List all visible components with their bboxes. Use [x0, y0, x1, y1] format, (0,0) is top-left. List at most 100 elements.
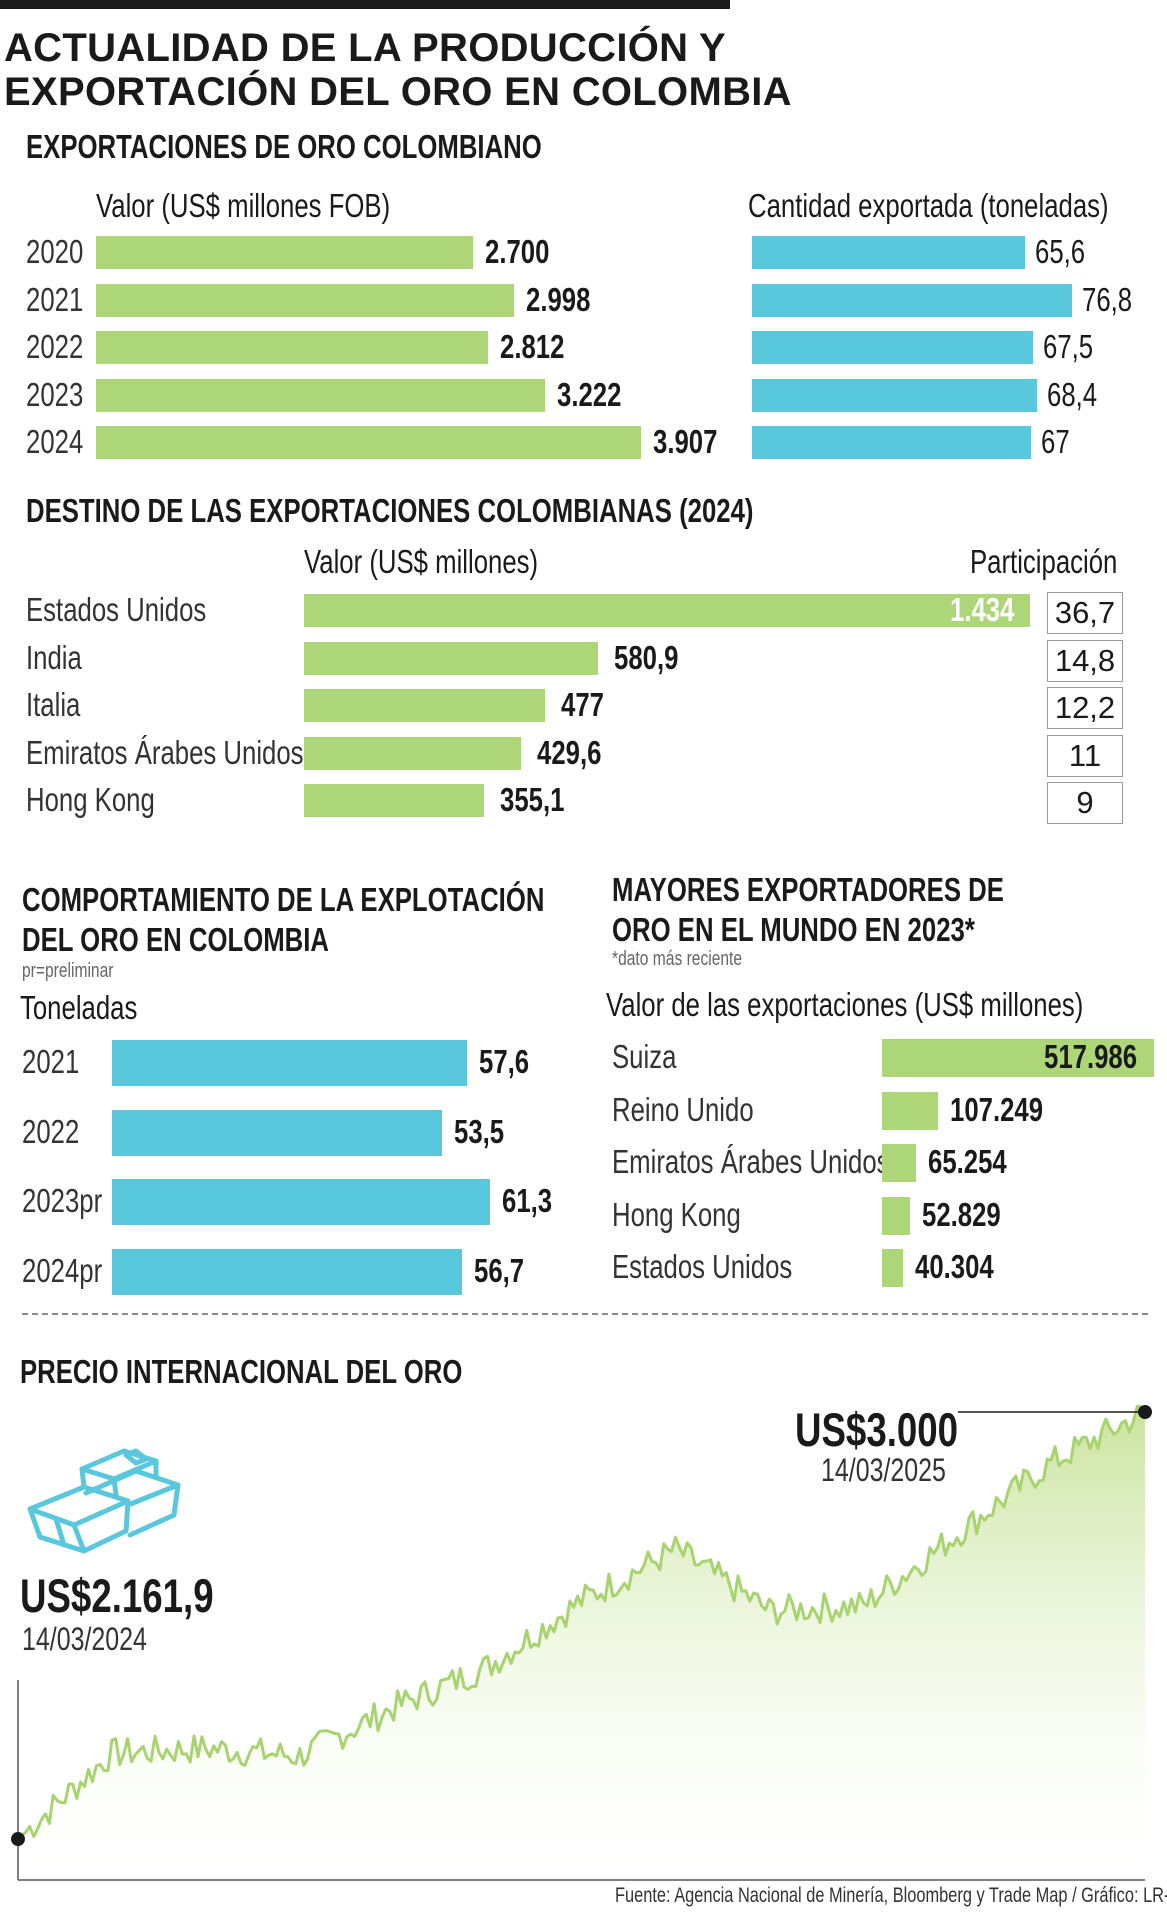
world-title-line1: MAYORES EXPORTADORES DE	[612, 871, 1004, 908]
year-label: 2023	[26, 375, 84, 413]
world-title-line2: ORO EN EL MUNDO EN 2023*	[612, 911, 975, 948]
value-label: 2.700	[484, 233, 550, 270]
price-end-value: US$3.000	[795, 1403, 959, 1456]
year-label: 2023pr	[22, 1182, 103, 1219]
source-note: Fuente: Agencia Nacional de Minería, Blo…	[615, 1884, 1167, 1907]
production-title-line1: COMPORTAMIENTO DE LA EXPLOTACIÓN	[22, 881, 545, 918]
destinations-share-label: Participación	[970, 543, 1118, 580]
production-note: pr=preliminar	[22, 960, 114, 982]
value-bar	[96, 331, 489, 364]
share-box: 12,2	[1047, 687, 1123, 729]
share-box: 14,8	[1047, 639, 1123, 682]
qty-bar	[752, 331, 1034, 364]
price-start-value: US$2.161,9	[20, 1569, 214, 1622]
exports-value-label: Valor (US$ millones FOB)	[96, 187, 391, 224]
value-label: 61,3	[502, 1182, 553, 1219]
country-label: Suiza	[612, 1038, 677, 1075]
value-label: 40.304	[915, 1248, 994, 1285]
value-label: 57,6	[479, 1043, 530, 1080]
value-label: 65.254	[928, 1143, 1007, 1180]
exports-qty-label: Cantidad exportada (toneladas)	[748, 187, 1109, 224]
price-area	[18, 1406, 1145, 1880]
country-label: Estados Unidos	[26, 591, 207, 628]
tonnes-bar	[112, 1109, 442, 1156]
world-value-label: Valor de las exportaciones (US$ millones…	[606, 986, 1084, 1023]
share-box: 36,7	[1047, 592, 1123, 634]
country-label: Hong Kong	[26, 781, 155, 818]
value-bar	[96, 426, 641, 459]
value-label: 580,9	[614, 638, 679, 676]
value-label: 53,5	[453, 1112, 504, 1150]
country-label: Italia	[26, 686, 81, 723]
qty-bar	[752, 236, 1026, 269]
value-label: 2.812	[500, 328, 565, 365]
value-bar	[882, 1196, 910, 1235]
main-title: ACTUALIDAD DE LA PRODUCCIÓN Y EXPORTACIÓ…	[4, 26, 792, 114]
qty-label: 76,8	[1082, 280, 1133, 318]
qty-bar	[752, 283, 1072, 317]
country-label: Hong Kong	[612, 1195, 741, 1233]
exports-title: EXPORTACIONES DE ORO COLOMBIANO	[26, 128, 542, 165]
value-label: 477	[561, 686, 605, 723]
price-start-date: 14/03/2024	[22, 1621, 147, 1657]
value-label: 107.249	[950, 1090, 1044, 1128]
country-label: Emiratos Árabes Unidos	[612, 1143, 890, 1180]
year-label: 2024	[26, 423, 84, 460]
value-bar	[882, 1249, 904, 1287]
production-unit: Toneladas	[20, 989, 138, 1026]
tonnes-bar	[112, 1040, 468, 1086]
year-label: 2020	[26, 233, 84, 270]
country-label: Estados Unidos	[612, 1248, 793, 1285]
world-title: MAYORES EXPORTADORES DE ORO EN EL MUNDO …	[612, 870, 1004, 950]
destinations-title: DESTINO DE LAS EXPORTACIONES COLOMBIANAS…	[26, 492, 754, 529]
qty-bar	[752, 378, 1037, 412]
year-label: 2021	[26, 280, 84, 318]
value-bar	[304, 594, 1030, 627]
value-label: 3.222	[557, 375, 622, 413]
value-label: 1.434	[950, 591, 1015, 628]
value-label: 429,6	[537, 733, 602, 771]
qty-label: 67,5	[1043, 328, 1094, 365]
value-bar	[304, 641, 599, 675]
value-bar	[882, 1144, 917, 1182]
world-note: *dato más reciente	[612, 948, 743, 970]
value-label: 56,7	[473, 1251, 524, 1289]
country-label: Emiratos Árabes Unidos	[26, 733, 304, 771]
qty-label: 67	[1041, 423, 1070, 460]
year-label: 2024pr	[22, 1251, 103, 1289]
qty-bar	[752, 426, 1032, 459]
value-bar	[882, 1091, 939, 1130]
value-bar	[304, 784, 484, 817]
price-chart	[11, 1404, 1152, 1881]
end-point	[1138, 1405, 1152, 1419]
country-label: India	[26, 638, 82, 676]
country-label: Reino Unido	[612, 1090, 754, 1128]
qty-label: 68,4	[1047, 375, 1098, 413]
main-title-line2: EXPORTACIÓN DEL ORO EN COLOMBIA	[4, 70, 792, 114]
value-label: 517.986	[1044, 1038, 1138, 1075]
year-label: 2021	[22, 1043, 80, 1080]
value-bar	[882, 1039, 1154, 1077]
destinations-value-label: Valor (US$ millones)	[304, 543, 539, 580]
value-bar	[96, 378, 546, 412]
value-bar	[304, 736, 522, 770]
main-title-line1: ACTUALIDAD DE LA PRODUCCIÓN Y	[4, 26, 727, 70]
tonnes-bar	[112, 1248, 462, 1295]
price-title: PRECIO INTERNACIONAL DEL ORO	[20, 1353, 463, 1390]
start-point	[11, 1832, 25, 1847]
share-box: 9	[1047, 782, 1123, 824]
production-title: COMPORTAMIENTO DE LA EXPLOTACIÓN DEL ORO…	[22, 880, 544, 960]
year-label: 2022	[26, 328, 84, 365]
value-bar	[304, 689, 546, 722]
value-bar	[96, 236, 473, 269]
value-label: 3.907	[653, 423, 718, 460]
production-title-line2: DEL ORO EN COLOMBIA	[22, 921, 329, 958]
section-divider	[22, 1313, 1148, 1315]
price-line	[16, 1404, 1147, 1841]
gold-bars-icon	[27, 1448, 181, 1554]
share-box: 11	[1047, 734, 1123, 777]
value-bar	[96, 283, 515, 317]
top-rule	[0, 0, 730, 9]
value-label: 2.998	[526, 280, 591, 318]
